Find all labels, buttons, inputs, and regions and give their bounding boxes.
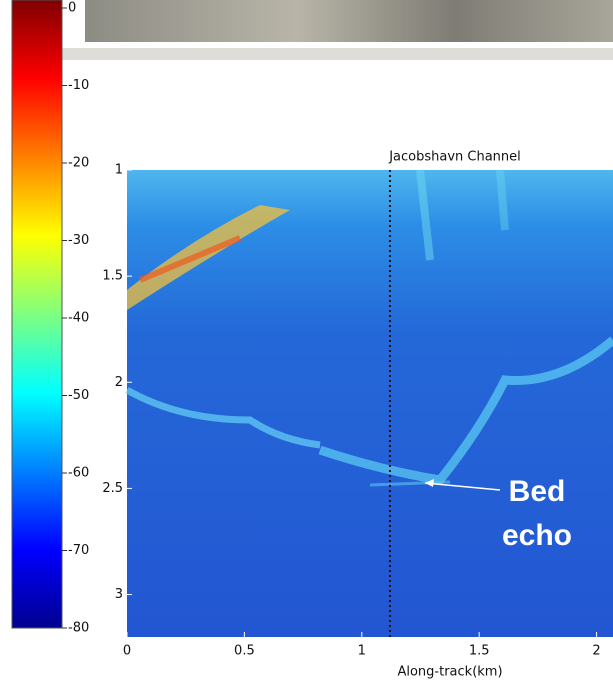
annotation-arrow [424, 482, 501, 491]
x-tick-label: 0.5 [234, 644, 255, 659]
colorbar-tick-label: -50 [68, 388, 89, 403]
annotation: Bed [509, 475, 566, 508]
x-axis-label: Along-track(km) [397, 665, 502, 680]
x-tick-label: 1 [358, 644, 366, 659]
colorbar-tick-label: -20 [68, 156, 89, 171]
annotation: echo [502, 519, 572, 552]
x-tick-label: 0 [123, 644, 131, 659]
y-tick-label: 1 [115, 163, 123, 178]
y-tick-label: 1.5 [102, 269, 123, 284]
colorbar-tick-label: -70 [68, 543, 89, 558]
echogram [125, 169, 613, 637]
arrow-head [425, 479, 434, 487]
colorbar [11, 0, 63, 629]
x-tick-label: 1.5 [469, 644, 490, 659]
colorbar-tick-label: -10 [68, 78, 89, 93]
y-tick-label: 2.5 [102, 481, 123, 496]
chart-title: Jacobshavn Channel [388, 150, 521, 165]
x-tick-label: 2 [592, 644, 600, 659]
colorbar-tick-label: -80 [68, 621, 89, 636]
colorbar-tick-label: 0 [68, 1, 76, 16]
colorbar-tick-label: -30 [68, 233, 89, 248]
y-tick-label: 3 [115, 587, 123, 602]
y-tick-label: 2 [115, 375, 123, 390]
sar-image [60, 0, 613, 60]
colorbar-tick-label: -60 [68, 466, 89, 481]
colorbar-tick-label: -40 [68, 311, 89, 326]
